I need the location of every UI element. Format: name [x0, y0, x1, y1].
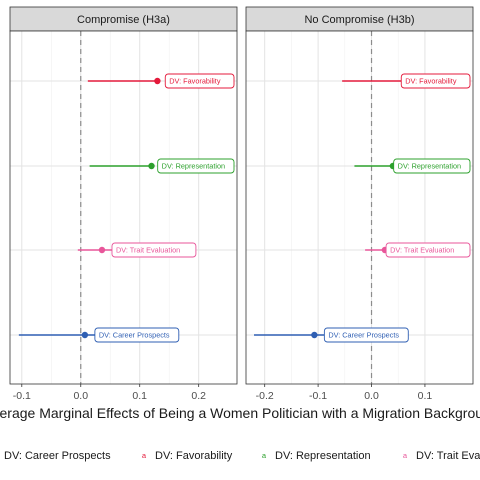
- facet-panel-1: Compromise (H3a) DV: Favorability DV: Repr…: [9, 6, 238, 402]
- dv-label: DV: Trait Evaluation: [116, 246, 180, 255]
- dv-label-box: [393, 158, 471, 174]
- dv-label-box: [157, 158, 235, 174]
- x-tick-label: 0.2: [191, 390, 206, 402]
- x-tick-label: -0.2: [256, 390, 274, 402]
- legend-entry: DV: Career Prospects: [4, 450, 111, 462]
- dv-label: DV: Representation: [398, 162, 461, 171]
- dv-label-box: [164, 73, 235, 89]
- facet-panel-2: No Compromise (H3b) DV: Favorability DV: R…: [245, 6, 474, 402]
- dv-label-box: [111, 242, 197, 258]
- facet-strip: [245, 6, 474, 32]
- point-estimate: [154, 77, 161, 85]
- legend-entry: DV: Representation: [275, 450, 371, 462]
- legend-key: a: [262, 451, 267, 460]
- x-tick-label: 0.1: [132, 390, 147, 402]
- facet-strip: [9, 6, 238, 32]
- dv-label: DV: Career Prospects: [328, 331, 399, 340]
- dv-label: DV: Trait Evaluation: [390, 246, 454, 255]
- panel-border: [245, 30, 474, 385]
- dv-label-box: [400, 73, 471, 89]
- dv-label-box: [94, 327, 180, 343]
- dv-label: DV: Representation: [162, 162, 225, 171]
- legend-entry: DV: Favorability: [155, 450, 233, 462]
- dv-label: DV: Favorability: [405, 77, 457, 86]
- legend-entry: DV: Trait Evaluation: [416, 450, 480, 462]
- x-tick-label: 0.1: [418, 390, 433, 402]
- legend-key: a: [142, 451, 147, 460]
- point-estimate: [98, 246, 106, 254]
- point-estimate: [81, 331, 89, 339]
- legend-key: a: [403, 451, 408, 460]
- facet-title: Compromise (H3a): [77, 14, 170, 26]
- panel-border: [9, 30, 238, 385]
- dv-label: DV: Favorability: [169, 77, 221, 86]
- facet-title: No Compromise (H3b): [304, 14, 414, 26]
- x-tick-label: 0.0: [73, 390, 88, 402]
- x-axis-title: Average Marginal Effects of Being a Wome…: [0, 405, 480, 421]
- point-estimate: [148, 162, 155, 170]
- x-tick-label: -0.1: [13, 390, 31, 402]
- dv-label-box: [385, 242, 471, 258]
- x-tick-label: 0.0: [364, 390, 379, 402]
- plot-background: [246, 31, 473, 384]
- dv-label: DV: Career Prospects: [99, 331, 170, 340]
- dv-label-box: [323, 327, 409, 343]
- x-tick-label: -0.1: [309, 390, 327, 402]
- point-estimate: [311, 331, 318, 339]
